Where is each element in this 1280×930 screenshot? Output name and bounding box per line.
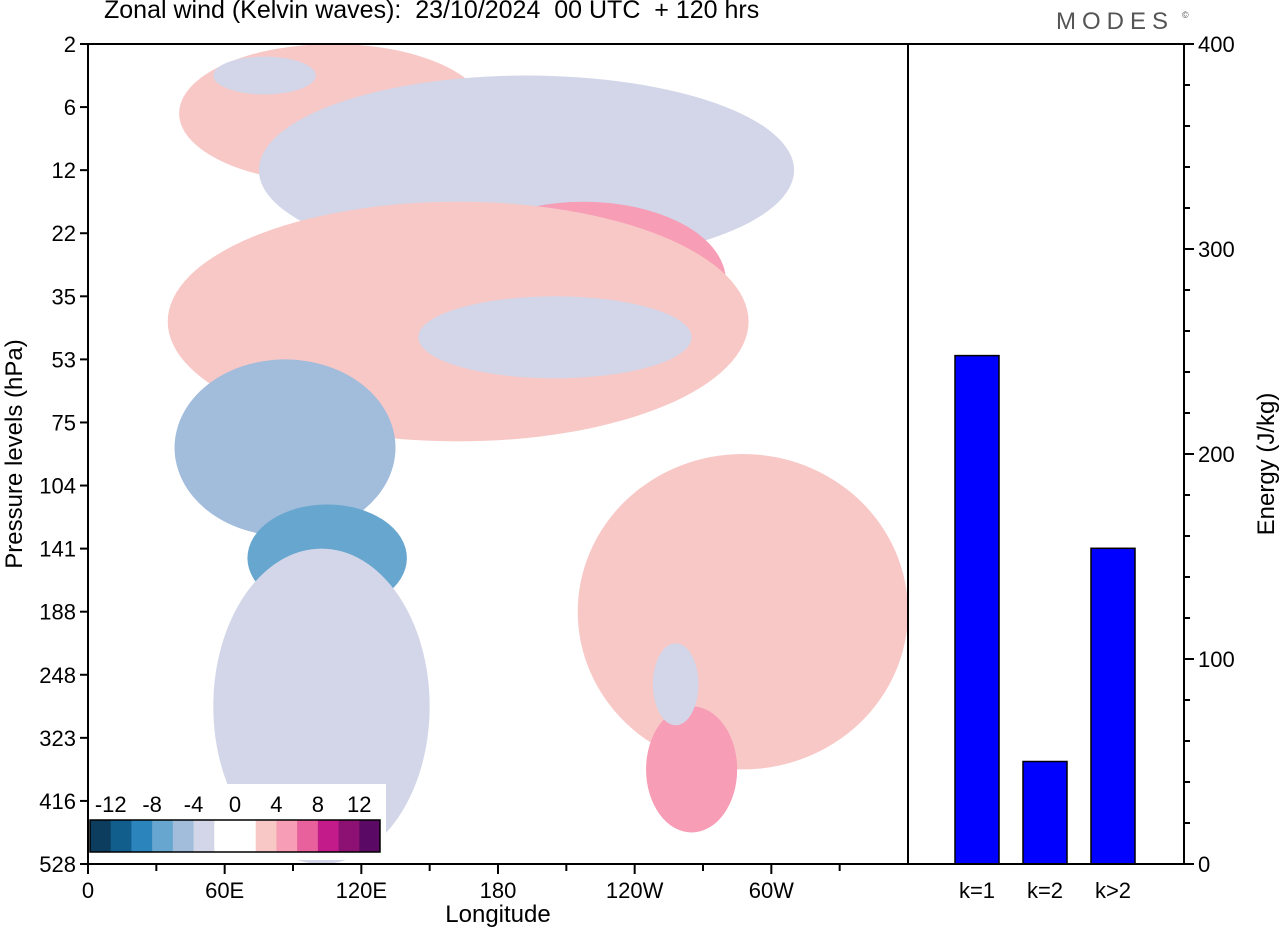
- pressure-axis-title: Pressure levels (hPa): [1, 339, 28, 568]
- energy-tick-label-300: 300: [1198, 237, 1235, 262]
- colorbar-swatch-9: [255, 820, 277, 852]
- colorbar-label-4: -4: [184, 792, 204, 817]
- energy-category-label-k-1: k=1: [959, 878, 995, 903]
- longitude-tick-label-60e: 60E: [205, 878, 244, 903]
- energy-tick-label-400: 400: [1198, 32, 1235, 57]
- energy-axis: 0 100 200 300 400 Energy (J/kg): [87, 32, 1280, 877]
- colorbar-swatch-6: [193, 820, 215, 852]
- pressure-tick-label-35: 35: [52, 284, 76, 309]
- westerly-anomaly-3: [213, 56, 316, 95]
- pressure-tick-label-323: 323: [39, 726, 76, 751]
- colorbar-label-0: 0: [229, 792, 241, 817]
- colorbar-swatch-2: [110, 820, 132, 852]
- pressure-tick-label-188: 188: [39, 600, 76, 625]
- bar-panel-frame: [907, 43, 1185, 865]
- pressure-tick-label-528: 528: [39, 852, 76, 877]
- energy-axis-title: Energy (J/kg): [1253, 393, 1280, 536]
- colorbar-swatch-8: [235, 820, 257, 852]
- easterly-anomaly-13: [646, 706, 738, 833]
- colorbar-label-8: 8: [312, 792, 324, 817]
- pressure-axis: 2 6 12 22 35 53 75 104 141 188 248 323 416 528 Pressur…: [1, 32, 89, 877]
- energy-bar-k-1: [954, 354, 1000, 865]
- longitude-tick-label-120w: 120W: [606, 878, 664, 903]
- colorbar-swatch-5: [172, 820, 195, 852]
- pressure-tick-label-248: 248: [39, 663, 76, 688]
- chart-title: Zonal wind (Kelvin waves): 23/10/2024 00…: [104, 0, 760, 24]
- heatmap-plot: [88, 44, 908, 864]
- colorbar-swatch-14: [359, 820, 381, 852]
- colorbar-swatch-7: [214, 820, 236, 852]
- longitude-tick-label-120e: 120E: [336, 878, 387, 903]
- pressure-tick-label-53: 53: [52, 347, 76, 372]
- easterly-anomaly-12: [577, 454, 908, 770]
- energy-category-label-k-2: k>2: [1095, 878, 1131, 903]
- bar-panel-background: [908, 44, 1184, 864]
- colorbar: -12 -8 -4 0 4 8 12: [84, 784, 386, 860]
- colorbar-swatch-1: [90, 820, 112, 852]
- pressure-tick-label-22: 22: [52, 221, 76, 246]
- pressure-tick-label-104: 104: [39, 474, 76, 499]
- colorbar-swatch-3: [131, 820, 153, 852]
- colorbar-label-4: 4: [270, 792, 282, 817]
- colorbar-swatch-13: [338, 820, 360, 852]
- energy-category-label-k-2: k=2: [1027, 878, 1063, 903]
- longitude-tick-label-180: 180: [480, 878, 517, 903]
- westerly-anomaly-15: [652, 643, 699, 726]
- pressure-tick-label-75: 75: [52, 410, 76, 435]
- westerly-anomaly-7: [418, 296, 692, 379]
- energy-tick-label-200: 200: [1198, 442, 1235, 467]
- colorbar-swatch-4: [152, 820, 174, 852]
- colorbar-frame: [89, 819, 381, 853]
- energy-tick-label-0: 0: [1198, 852, 1210, 877]
- longitude-axis-title: Longitude: [445, 901, 550, 928]
- energy-bar-k-2: [1022, 760, 1068, 865]
- pressure-tick-label-141: 141: [39, 537, 76, 562]
- pressure-tick-label-6: 6: [64, 95, 76, 120]
- colorbar-swatch-10: [276, 820, 298, 852]
- energy-bar-chart: k=1 k=2 k>2: [908, 44, 1184, 903]
- copyright-mark: ©: [1182, 10, 1189, 20]
- energy-tick-label-100: 100: [1198, 647, 1235, 672]
- westerly-anomaly-9: [174, 359, 396, 536]
- brand-logo: MODES: [1056, 8, 1175, 35]
- energy-bar-k-2: [1090, 547, 1136, 865]
- colorbar-swatch-12: [317, 820, 340, 852]
- pressure-tick-label-12: 12: [52, 158, 76, 183]
- longitude-axis: 0 60E 120E 180 120W 60W Longitude: [82, 863, 1184, 928]
- colorbar-swatch-11: [297, 820, 319, 852]
- colorbar-label-8: -8: [142, 792, 162, 817]
- pressure-tick-label-2: 2: [64, 32, 76, 57]
- pressure-tick-label-416: 416: [39, 789, 76, 814]
- heatmap-contours: [88, 44, 908, 864]
- colorbar-label-12: -12: [95, 792, 127, 817]
- longitude-tick-label-60w: 60W: [749, 878, 794, 903]
- longitude-tick-label-0: 0: [82, 878, 94, 903]
- colorbar-label-12: 12: [347, 792, 371, 817]
